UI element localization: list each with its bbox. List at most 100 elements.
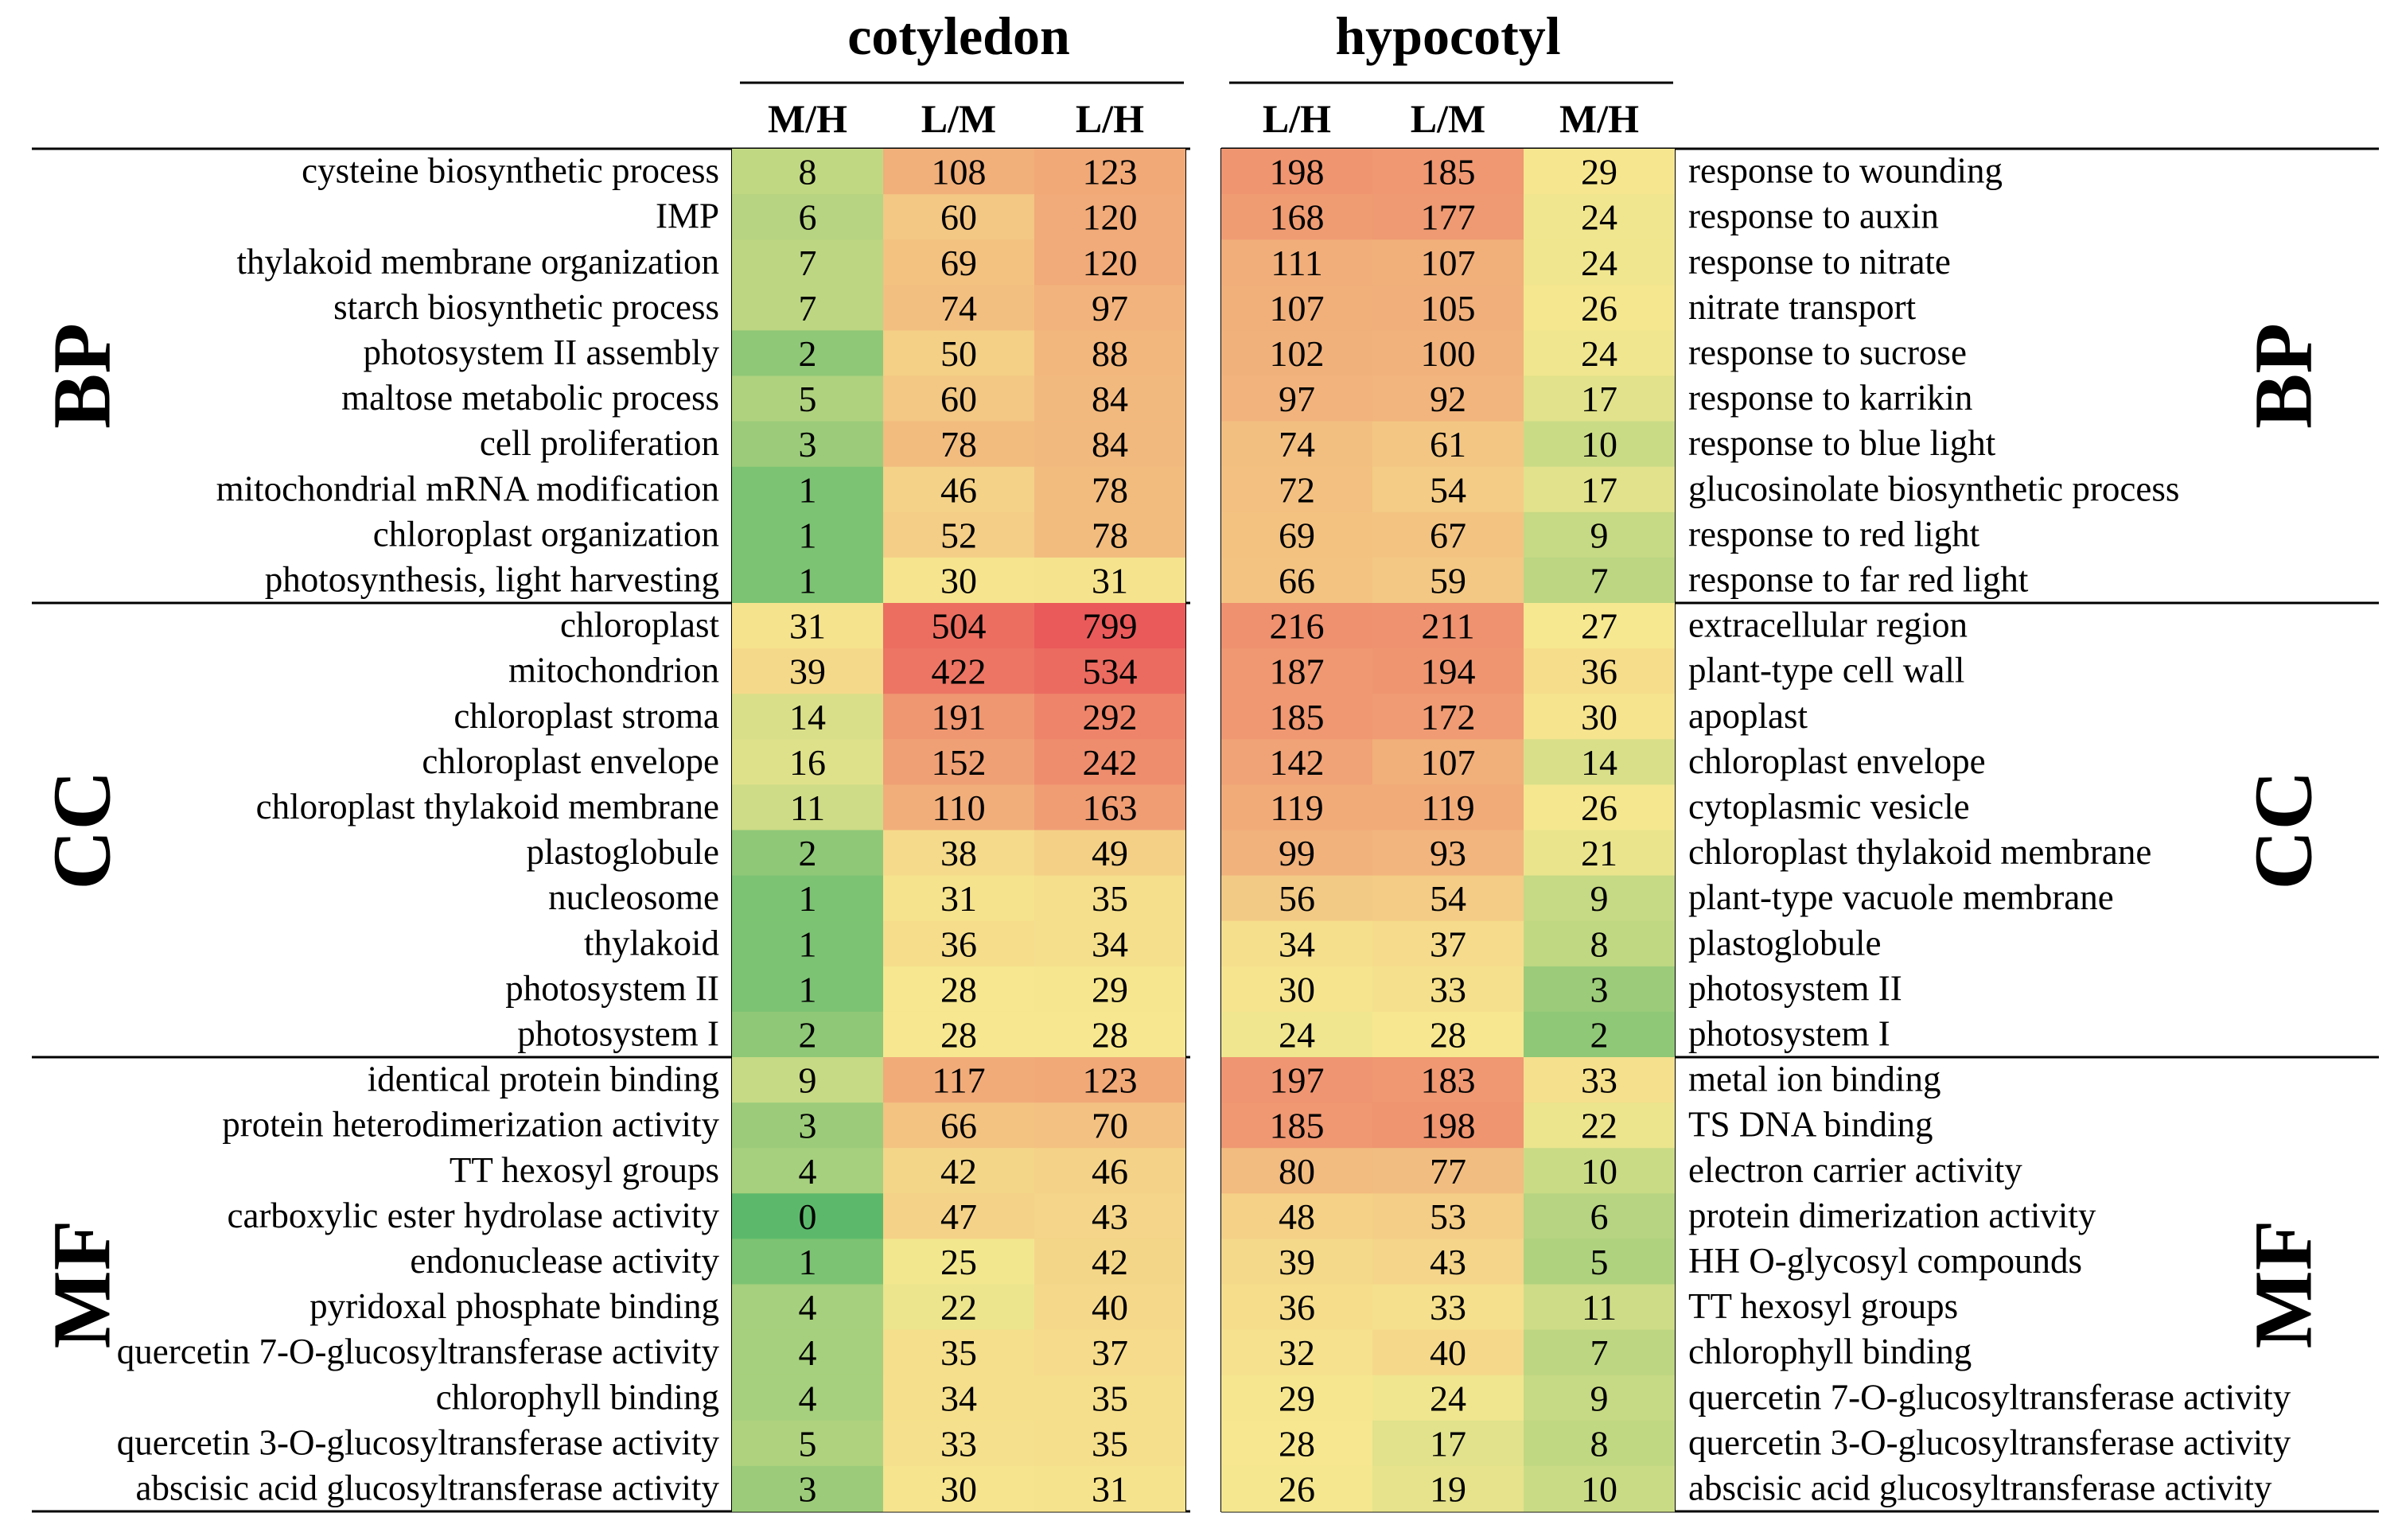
term-label-left: chloroplast stroma <box>453 696 719 736</box>
cell-value: 22 <box>1581 1106 1617 1146</box>
cell-value: 534 <box>1083 651 1138 692</box>
hypocotyl-cell <box>1372 285 1524 331</box>
cell-value: 504 <box>932 606 987 647</box>
term-label-right: response to far red light <box>1688 559 2029 599</box>
cell-value: 102 <box>1270 333 1325 374</box>
cell-value: 6 <box>1590 1196 1609 1237</box>
cell-value: 7 <box>799 288 817 329</box>
hypocotyl-cell <box>1221 421 1372 468</box>
column-header-cotyledon-l-m: L/M <box>921 96 996 141</box>
cell-value: 40 <box>1092 1287 1128 1328</box>
term-label-right: photosystem I <box>1688 1013 1890 1053</box>
cell-value: 2 <box>799 833 817 873</box>
cotyledon-cell <box>1034 1102 1185 1149</box>
cotyledon-cell <box>1034 511 1185 558</box>
cell-value: 80 <box>1279 1151 1315 1192</box>
cotyledon-cell <box>1034 421 1185 468</box>
cell-value: 34 <box>940 1378 977 1418</box>
cell-value: 3 <box>799 1468 817 1509</box>
cell-value: 4 <box>799 1151 817 1192</box>
cell-value: 8 <box>1590 924 1609 964</box>
term-label-right: TS DNA binding <box>1688 1105 1933 1145</box>
cell-value: 36 <box>940 924 977 964</box>
term-label-right: chloroplast envelope <box>1688 741 1986 781</box>
hypocotyl-cell <box>1221 285 1372 331</box>
cell-value: 3 <box>799 424 817 465</box>
cotyledon-cell <box>732 511 883 558</box>
cell-value: 100 <box>1421 333 1476 374</box>
hypocotyl-cell <box>1524 1193 1675 1239</box>
cell-value: 77 <box>1430 1151 1466 1192</box>
hypocotyl-cell <box>1372 830 1524 877</box>
cotyledon-cell <box>883 239 1034 286</box>
cell-value: 5 <box>799 1423 817 1464</box>
cotyledon-cell <box>732 1465 883 1512</box>
hypocotyl-cell <box>1372 1239 1524 1285</box>
hypocotyl-cell <box>1524 875 1675 922</box>
hypocotyl-cell <box>1221 784 1372 831</box>
hypocotyl-cell <box>1524 375 1675 422</box>
cell-value: 28 <box>940 969 977 1009</box>
term-label-right: response to wounding <box>1688 151 2003 191</box>
hypocotyl-cell <box>1372 511 1524 558</box>
hypocotyl-cell <box>1524 466 1675 513</box>
cotyledon-cell <box>883 920 1034 967</box>
cell-value: 2 <box>799 1014 817 1055</box>
cell-value: 17 <box>1430 1423 1466 1464</box>
cotyledon-cell <box>1034 694 1185 740</box>
cell-value: 11 <box>790 788 825 828</box>
hypocotyl-cell <box>1221 920 1372 967</box>
hypocotyl-cell <box>1372 1284 1524 1331</box>
cell-value: 74 <box>1279 424 1315 465</box>
cell-value: 31 <box>789 606 826 647</box>
term-label-left: TT hexosyl groups <box>450 1150 719 1190</box>
cotyledon-cell <box>883 466 1034 513</box>
cell-value: 152 <box>932 742 987 783</box>
cell-value: 99 <box>1279 833 1315 873</box>
cell-value: 31 <box>1092 1468 1128 1509</box>
cell-value: 84 <box>1092 424 1128 465</box>
cell-value: 61 <box>1430 424 1466 465</box>
hypocotyl-cell <box>1524 1148 1675 1194</box>
hypocotyl-cell <box>1372 421 1524 468</box>
cell-value: 7 <box>1590 1332 1609 1373</box>
cotyledon-cell <box>883 194 1034 240</box>
cell-value: 799 <box>1083 606 1138 647</box>
term-label-left: photosystem I <box>517 1013 719 1053</box>
cotyledon-cell <box>732 330 883 377</box>
cotyledon-cell <box>732 149 883 195</box>
hypocotyl-cell <box>1221 694 1372 740</box>
cotyledon-cell <box>732 194 883 240</box>
hypocotyl-cell <box>1372 1148 1524 1194</box>
category-label-mf-right: MF <box>2238 1220 2330 1349</box>
cell-value: 10 <box>1581 1151 1617 1192</box>
cell-value: 142 <box>1270 742 1325 783</box>
cotyledon-cell <box>732 603 883 649</box>
cell-value: 183 <box>1421 1060 1476 1101</box>
hypocotyl-cell <box>1524 920 1675 967</box>
cell-value: 17 <box>1581 469 1617 510</box>
cotyledon-cell <box>732 920 883 967</box>
cotyledon-cell <box>732 1011 883 1058</box>
term-label-left: quercetin 3-O-glucosyltransferase activi… <box>117 1422 720 1462</box>
category-label-bp-right: BP <box>2238 323 2330 429</box>
panel-title-cotyledon: cotyledon <box>847 6 1070 66</box>
cell-value: 29 <box>1279 1378 1315 1418</box>
cell-value: 69 <box>1279 515 1315 555</box>
cotyledon-cell <box>1034 1375 1185 1421</box>
cell-value: 74 <box>940 288 977 329</box>
hypocotyl-cell <box>1372 1193 1524 1239</box>
cell-value: 10 <box>1581 1468 1617 1509</box>
cell-value: 120 <box>1083 197 1138 238</box>
cotyledon-cell <box>732 1329 883 1376</box>
cotyledon-cell <box>883 1329 1034 1376</box>
hypocotyl-cell <box>1221 1102 1372 1149</box>
cotyledon-cell <box>732 375 883 422</box>
cotyledon-cell <box>1034 784 1185 831</box>
cell-value: 4 <box>799 1332 817 1373</box>
cotyledon-cell <box>1034 375 1185 422</box>
cell-value: 9 <box>1590 1378 1609 1418</box>
term-label-left: identical protein binding <box>368 1060 719 1099</box>
